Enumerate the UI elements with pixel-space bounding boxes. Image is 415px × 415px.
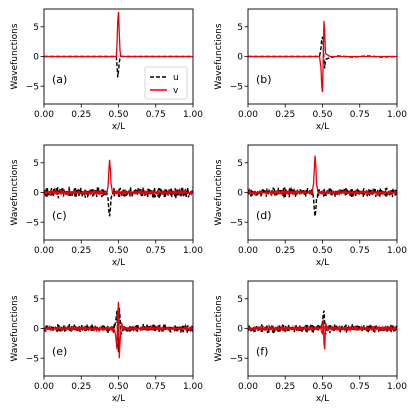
legend-entry-v: v (173, 86, 179, 96)
x-tick-label: 0.00 (238, 382, 258, 392)
y-axis-label: Wavefunctions (214, 159, 224, 225)
panel-2: 0.00 0.25 0.50 0.75 1.00 −5 0 5 x/L Wavefunctions… (214, 8, 407, 132)
x-tick-label: 0.75 (350, 110, 370, 120)
x-tick-label: 0.50 (108, 246, 128, 256)
x-tick-label: 1.00 (387, 110, 407, 120)
x-tick-label: 0.00 (238, 110, 258, 120)
plot-area (248, 20, 397, 93)
x-tick-label: 0.25 (275, 110, 295, 120)
x-axis-label: x/L (112, 258, 125, 268)
y-tick-label: 0 (237, 189, 243, 199)
x-tick-label: 0.25 (275, 382, 295, 392)
panel-5: 0.00 0.25 0.50 0.75 1.00 −5 0 5 x/L Wavefunctions… (10, 280, 203, 404)
y-axis-label: Wavefunctions (10, 23, 20, 89)
y-tick-label: 5 (237, 159, 243, 169)
panel-3: 0.00 0.25 0.50 0.75 1.00 −5 0 5 x/L Wavefunctions… (10, 144, 203, 268)
x-tick-label: 0.00 (34, 110, 54, 120)
x-axis-label: x/L (316, 122, 329, 132)
y-tick-label: 0 (33, 325, 39, 335)
x-tick-label: 0.50 (108, 382, 128, 392)
series-v-line (44, 159, 193, 197)
y-tick-label: −5 (230, 218, 243, 228)
series-v-line (248, 155, 397, 197)
x-tick-label: 0.50 (312, 246, 332, 256)
series-v-line (44, 301, 193, 359)
y-tick-label: 0 (33, 53, 39, 63)
series-v-line (44, 11, 193, 58)
plot-area (44, 11, 193, 78)
y-tick-label: 5 (237, 23, 243, 33)
y-axis-label: Wavefunctions (214, 23, 224, 89)
y-tick-label: 5 (237, 295, 243, 305)
panel-label: (b) (256, 73, 272, 86)
panel-1: 0.00 0.25 0.50 0.75 1.00 −5 0 5 x/L Wavefunctions… (10, 8, 203, 132)
x-axis-label: x/L (316, 258, 329, 268)
x-tick-label: 1.00 (183, 110, 203, 120)
y-axis-label: Wavefunctions (10, 159, 20, 225)
y-tick-label: 0 (33, 189, 39, 199)
plot-area (44, 159, 193, 217)
x-tick-label: 1.00 (183, 382, 203, 392)
panel-4: 0.00 0.25 0.50 0.75 1.00 −5 0 5 x/L Wavefunctions… (214, 144, 407, 268)
legend-entry-u: u (173, 73, 179, 83)
x-tick-label: 0.75 (350, 382, 370, 392)
y-tick-label: −5 (26, 82, 39, 92)
y-tick-label: −5 (230, 354, 243, 364)
x-tick-label: 0.50 (108, 110, 128, 120)
y-tick-label: 5 (33, 159, 39, 169)
x-tick-label: 0.00 (34, 382, 54, 392)
x-axis-label: x/L (316, 394, 329, 404)
x-tick-label: 0.75 (146, 246, 166, 256)
y-tick-label: 0 (237, 53, 243, 63)
x-tick-label: 1.00 (387, 382, 407, 392)
x-axis-label: x/L (112, 122, 125, 132)
x-tick-label: 0.50 (312, 110, 332, 120)
y-tick-label: 0 (237, 325, 243, 335)
y-tick-label: 5 (33, 23, 39, 33)
x-tick-label: 1.00 (183, 246, 203, 256)
panel-label: (e) (52, 345, 67, 358)
panel-label: (f) (256, 345, 268, 358)
x-tick-label: 0.25 (71, 246, 91, 256)
x-tick-label: 0.25 (71, 110, 91, 120)
x-tick-label: 0.25 (71, 382, 91, 392)
series-v-line (248, 319, 397, 350)
x-tick-label: 0.75 (146, 110, 166, 120)
panel-label: (d) (256, 209, 272, 222)
y-axis-label: Wavefunctions (10, 295, 20, 361)
legend: uv (144, 66, 188, 100)
x-tick-label: 0.25 (275, 246, 295, 256)
plot-area (248, 310, 397, 350)
y-tick-label: −5 (26, 218, 39, 228)
panel-6: 0.00 0.25 0.50 0.75 1.00 −5 0 5 x/L Wavefunctions… (214, 280, 407, 404)
series-v-line (248, 20, 397, 93)
legend-box (144, 66, 188, 100)
x-tick-label: 0.00 (238, 246, 258, 256)
plot-area (248, 155, 397, 217)
y-tick-label: 5 (33, 295, 39, 305)
x-tick-label: 0.75 (350, 246, 370, 256)
plot-area (44, 301, 193, 359)
x-tick-label: 0.00 (34, 246, 54, 256)
y-tick-label: −5 (26, 354, 39, 364)
y-tick-label: −5 (230, 82, 243, 92)
x-tick-label: 0.50 (312, 382, 332, 392)
panel-label: (c) (52, 209, 67, 222)
x-tick-label: 0.75 (146, 382, 166, 392)
x-axis-label: x/L (112, 394, 125, 404)
panel-label: (a) (52, 73, 67, 86)
x-tick-label: 1.00 (387, 246, 407, 256)
y-axis-label: Wavefunctions (214, 295, 224, 361)
